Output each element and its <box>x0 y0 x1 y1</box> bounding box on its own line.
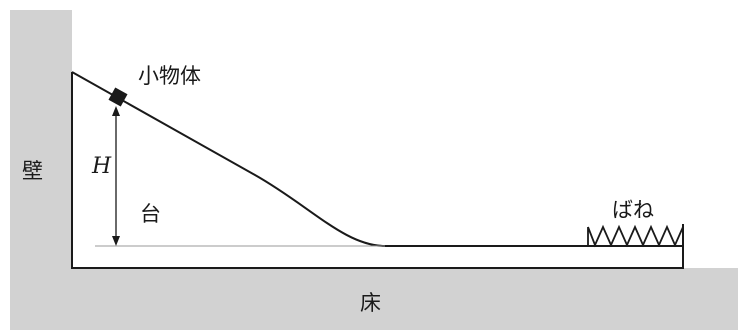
stand-body <box>72 72 683 268</box>
wall-floor-region <box>10 10 738 330</box>
wall-label: 壁 <box>22 159 43 183</box>
spring-icon <box>587 224 684 248</box>
stand-surface <box>71 71 683 247</box>
height-label: H <box>92 154 112 179</box>
small-object-label: 小物体 <box>138 64 201 88</box>
floor-label: 床 <box>360 291 381 315</box>
spring-label: ばね <box>612 198 654 222</box>
height-arrow-head-top <box>112 106 120 116</box>
height-arrow-head-bottom <box>112 236 120 246</box>
small-object-block <box>108 87 128 107</box>
stand-label: 台 <box>140 202 161 226</box>
stand-outline <box>71 72 684 269</box>
